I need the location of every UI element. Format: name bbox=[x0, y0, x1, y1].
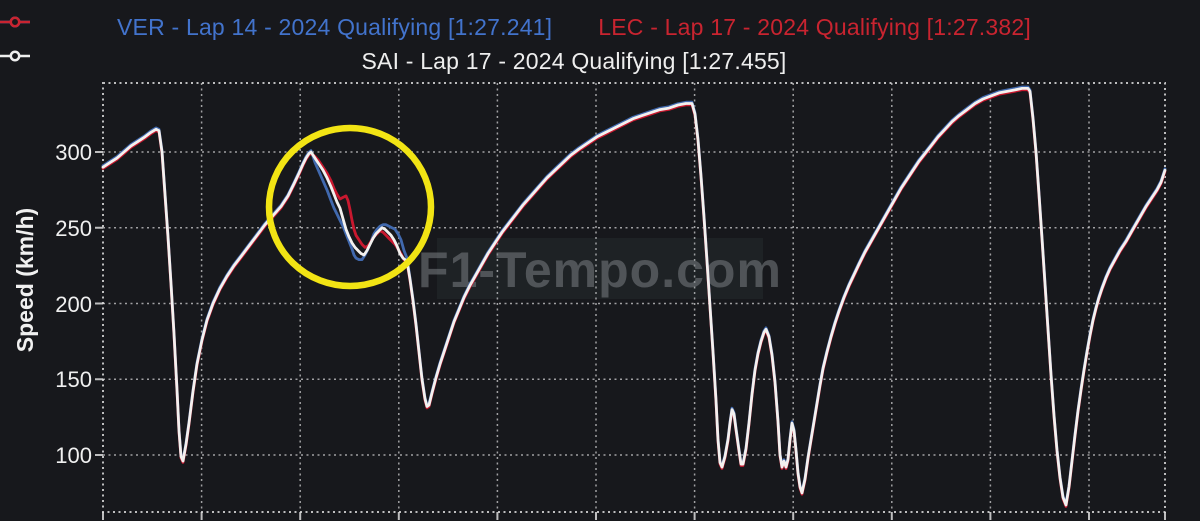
legend-row-1: VER - Lap 14 - 2024 Qualifying [1:27.241… bbox=[0, 16, 1148, 39]
legend-label-ver: VER - Lap 14 - 2024 Qualifying [1:27.241… bbox=[117, 14, 553, 40]
legend-item-lec[interactable]: LEC - Lap 17 - 2024 Qualifying [1:27.382… bbox=[0, 14, 1031, 40]
y-tick-label: 200 bbox=[55, 291, 92, 317]
plot-border bbox=[102, 82, 1166, 513]
legend-row-2: SAI - Lap 17 - 2024 Qualifying [1:27.455… bbox=[0, 50, 1148, 73]
y-tick-label: 250 bbox=[55, 215, 92, 241]
y-tick-label: 150 bbox=[55, 367, 92, 393]
legend-label-lec: LEC - Lap 17 - 2024 Qualifying [1:27.382… bbox=[598, 14, 1031, 40]
speed-trace-sai bbox=[101, 87, 1167, 507]
lec-line-marker-icon bbox=[0, 16, 30, 28]
sai-line-marker-icon bbox=[0, 50, 30, 62]
legend-item-ver[interactable]: VER - Lap 14 - 2024 Qualifying [1:27.241… bbox=[0, 14, 553, 40]
legend-label-sai: SAI - Lap 17 - 2024 Qualifying [1:27.455… bbox=[361, 48, 787, 74]
legend-item-sai[interactable]: SAI - Lap 17 - 2024 Qualifying [1:27.455… bbox=[0, 48, 787, 74]
y-tick-label: 300 bbox=[55, 140, 92, 165]
y-tick-label: 100 bbox=[55, 443, 92, 468]
highlight-circle-annotation bbox=[265, 124, 435, 290]
watermark-text: F1-Tempo.com bbox=[418, 242, 782, 298]
